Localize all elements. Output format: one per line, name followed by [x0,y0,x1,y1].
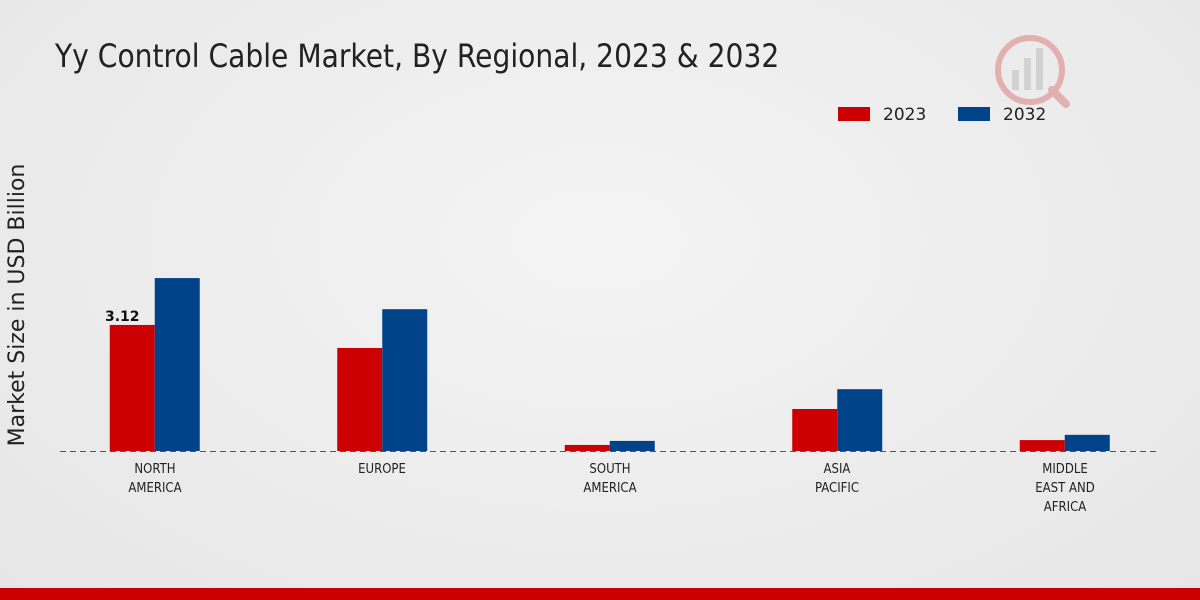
bar [1064,434,1110,451]
data-label: 3.12 [105,309,140,325]
legend-swatch [958,107,990,121]
bar [337,347,383,451]
legend-swatch [838,107,870,121]
x-tick-label: SOUTH AMERICA [583,462,637,496]
bar [609,440,655,451]
bar [154,278,200,451]
y-axis-label: Market Size in USD Billion [5,164,30,447]
bar [792,408,838,451]
footer-bar [0,588,1200,600]
bar [837,389,883,451]
chart-title: Yy Control Cable Market, By Regional, 20… [54,38,779,75]
x-tick-label: ASIA PACIFIC [815,462,860,496]
bar [382,309,428,451]
logo [995,35,1070,108]
legend-label: 2032 [1003,105,1046,125]
x-tick-label: EUROPE [358,462,407,477]
bar [564,444,610,451]
legend-label: 2023 [883,105,926,125]
bar [1019,440,1065,451]
x-tick-label: MIDDLE EAST AND AFRICA [1035,462,1095,515]
x-tick-label: NORTH AMERICA [128,462,182,496]
bar [109,324,155,451]
